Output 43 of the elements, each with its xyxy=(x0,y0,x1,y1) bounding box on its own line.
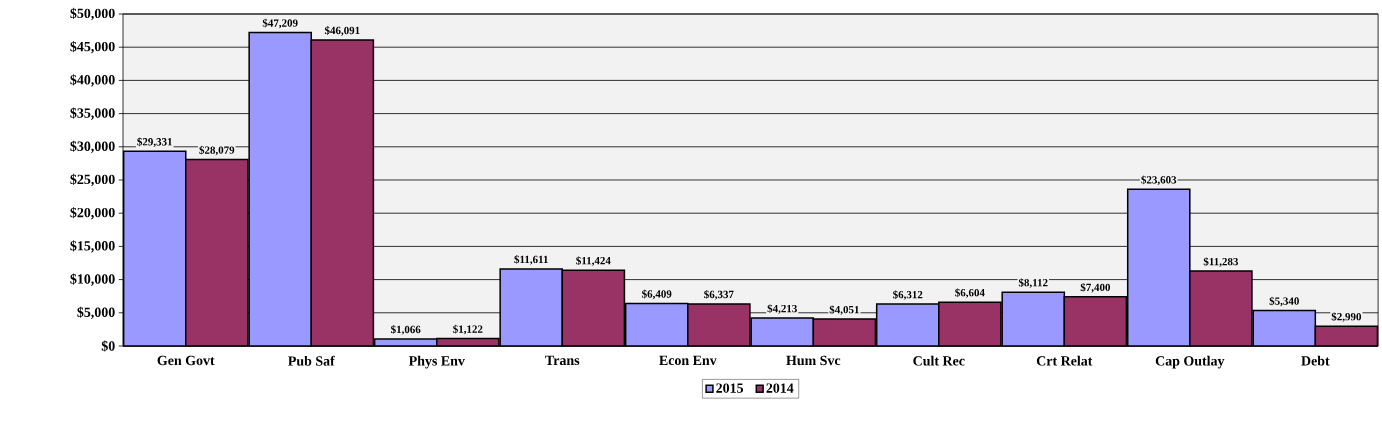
data-label: $4,051 xyxy=(829,305,859,315)
data-label: $11,424 xyxy=(576,256,611,266)
x-tick-label: Cap Outlay xyxy=(1155,355,1225,369)
x-tick-label: Hum Svc xyxy=(786,355,841,366)
legend-label: 2015 xyxy=(716,383,744,393)
y-tick-label: $50,000 xyxy=(70,7,115,21)
data-label: $11,611 xyxy=(514,255,548,265)
data-label: $6,337 xyxy=(704,290,734,300)
y-tick-label: $15,000 xyxy=(70,240,115,253)
y-tick-label: $5,000 xyxy=(77,306,115,319)
data-label: $23,603 xyxy=(1141,175,1177,186)
data-label: $29,331 xyxy=(137,137,172,148)
y-tick-label: $35,000 xyxy=(70,107,115,120)
x-tick-label: Pub Saf xyxy=(288,355,335,366)
x-tick-label: Crt Relat xyxy=(1036,355,1093,366)
y-tick-label: $30,000 xyxy=(70,140,115,153)
data-label: $6,312 xyxy=(893,290,923,300)
x-tick-label: Trans xyxy=(545,355,580,366)
data-label: $11,283 xyxy=(1203,257,1239,267)
data-label: $7,400 xyxy=(1080,283,1111,293)
data-label: $2,990 xyxy=(1331,312,1362,322)
y-tick-label: $20,000 xyxy=(70,207,115,220)
data-label: $5,340 xyxy=(1269,296,1299,307)
data-label: $28,079 xyxy=(199,145,235,156)
data-label: $4,213 xyxy=(767,304,797,314)
x-tick-label: Debt xyxy=(1301,355,1330,366)
y-tick-label: $40,000 xyxy=(70,74,115,87)
y-tick-label: $0 xyxy=(101,340,115,352)
y-tick-label: $45,000 xyxy=(70,41,115,54)
x-tick-label: Cult Rec xyxy=(913,355,965,366)
data-label: $6,604 xyxy=(955,288,985,298)
x-tick-label: Econ Env xyxy=(659,355,717,366)
data-label: $47,209 xyxy=(262,18,298,29)
data-label: $46,091 xyxy=(324,26,360,36)
data-label: $1,122 xyxy=(453,324,483,335)
x-tick-label: Gen Govt xyxy=(157,355,215,366)
data-label: $6,409 xyxy=(642,289,672,300)
y-tick-label: $25,000 xyxy=(70,173,115,187)
y-tick-label: $10,000 xyxy=(70,273,115,286)
data-label: $8,112 xyxy=(1018,278,1048,288)
data-label: $1,066 xyxy=(391,325,421,335)
legend-label: 2014 xyxy=(766,383,794,393)
x-tick-label: Phys Env xyxy=(408,355,465,369)
